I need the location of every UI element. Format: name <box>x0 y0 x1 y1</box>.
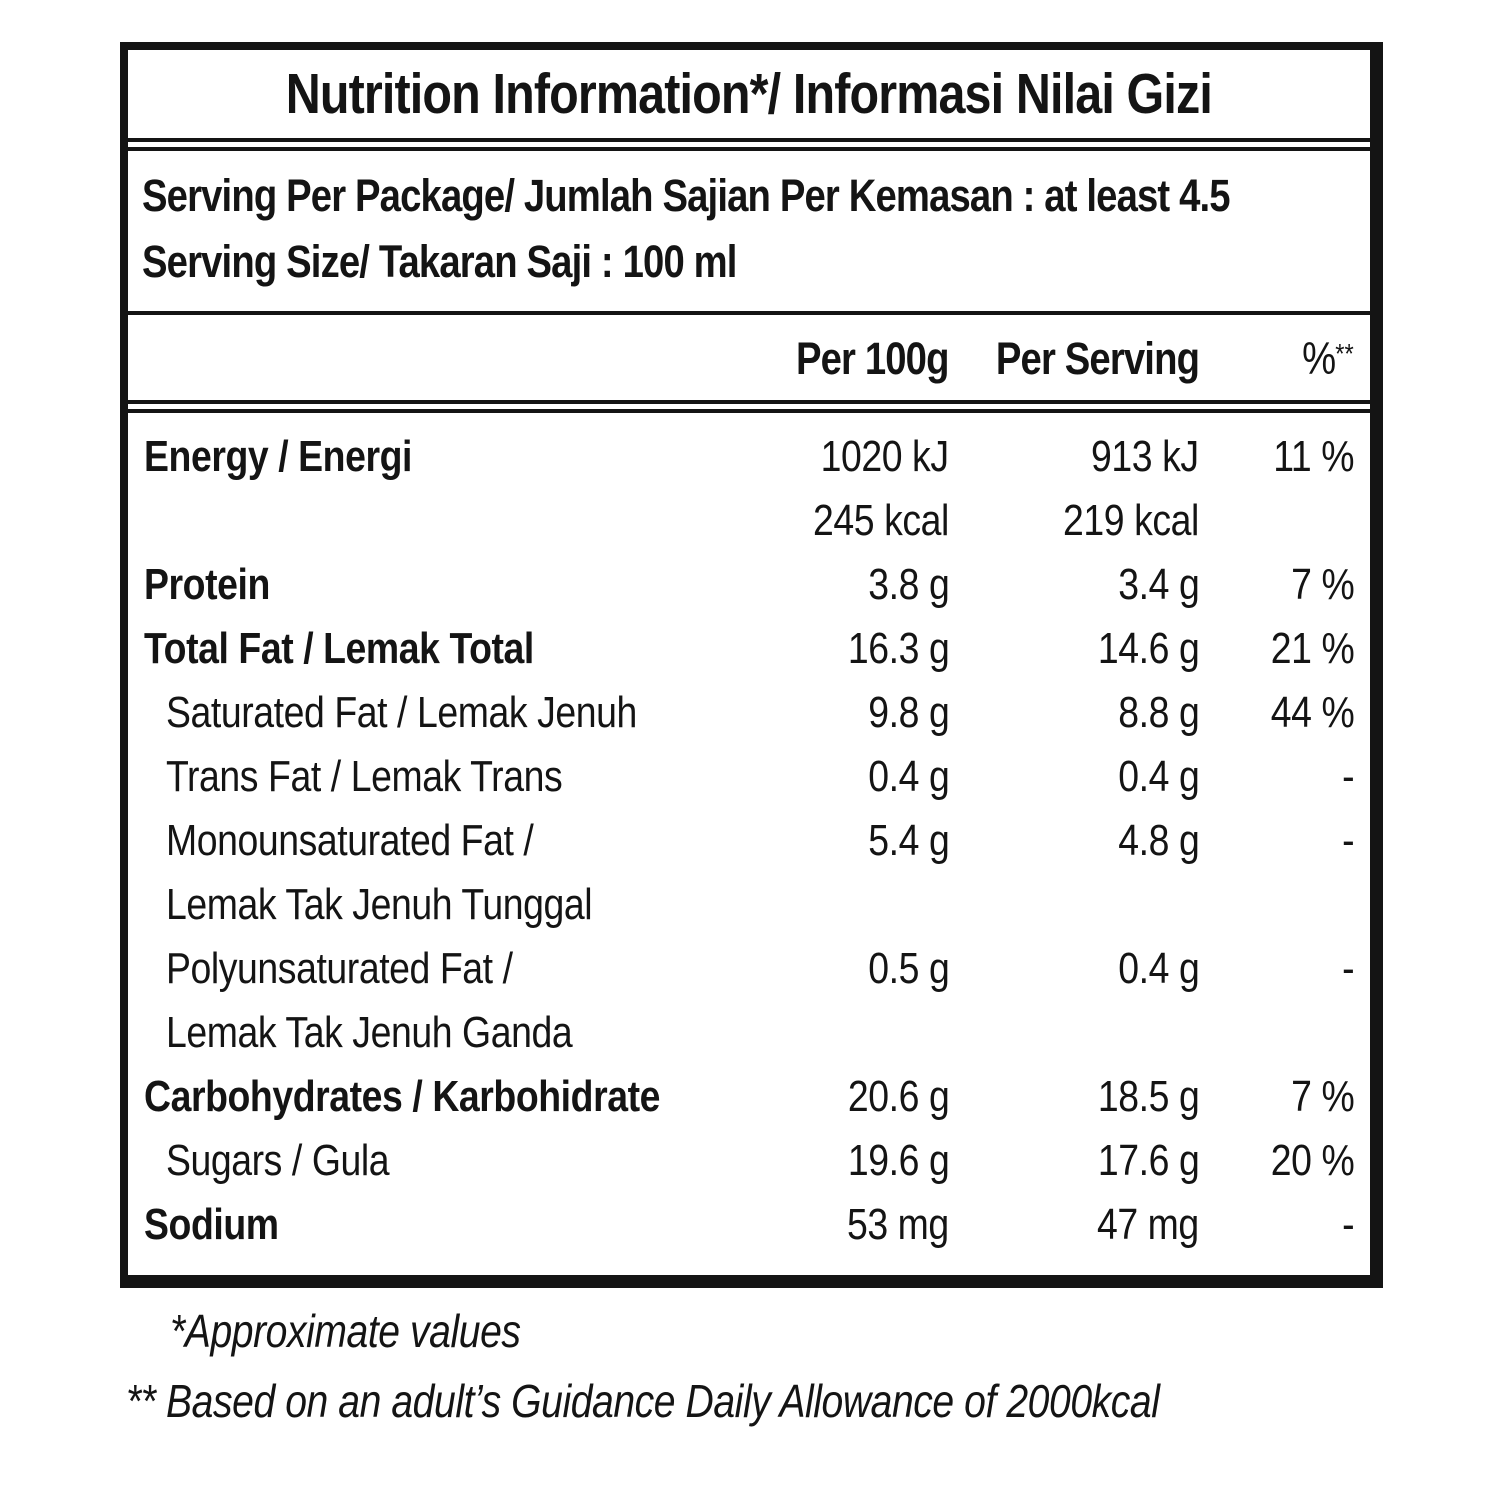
nutrient-table-body: Energy / Energi 1020 kJ 913 kJ 11 % 245 … <box>128 408 1370 1275</box>
column-header-row: Per 100g Per Serving %** <box>128 315 1370 404</box>
footnote-approximate-values: *Approximate values <box>170 1305 521 1357</box>
percent-value: 21 % <box>1270 623 1354 673</box>
per-100g-value <box>754 873 949 937</box>
table-row-saturated-fat: Saturated Fat / Lemak Jenuh 9.8 g 8.8 g … <box>144 681 1354 745</box>
nutrient-label: Lemak Tak Jenuh Tunggal <box>166 879 593 929</box>
nutrient-label: Protein <box>144 559 270 609</box>
percent-value <box>1199 489 1354 553</box>
per-100g-value <box>754 1001 949 1065</box>
nutrient-label: Trans Fat / Lemak Trans <box>166 751 563 801</box>
page-title: Nutrition Information*/ Informasi Nilai … <box>285 62 1213 126</box>
per-100g-value: 5.4 g <box>867 815 949 865</box>
table-row-sugars: Sugars / Gula 19.6 g 17.6 g 20 % <box>144 1129 1354 1193</box>
serving-size-text: Serving Size/ Takaran Saji : 100 ml <box>142 236 737 287</box>
percent-value: 7 % <box>1290 559 1355 609</box>
percent-value: - <box>1341 815 1354 865</box>
nutrient-label: Sodium <box>144 1199 279 1249</box>
table-row-monounsaturated-fat-id: Lemak Tak Jenuh Tunggal <box>144 873 1354 937</box>
percent-footnote-marker: ** <box>1335 338 1354 369</box>
percent-value: - <box>1341 1199 1354 1249</box>
serving-per-package-text: Serving Per Package/ Jumlah Sajian Per K… <box>142 170 1231 221</box>
percent-value: 20 % <box>1270 1135 1354 1185</box>
per-serving-value: 3.4 g <box>1117 559 1199 609</box>
per-serving-value: 0.4 g <box>1117 943 1199 993</box>
per-100g-value: 19.6 g <box>847 1135 950 1185</box>
serving-info-box: Serving Per Package/ Jumlah Sajian Per K… <box>128 147 1370 315</box>
table-row-trans-fat: Trans Fat / Lemak Trans 0.4 g 0.4 g - <box>144 745 1354 809</box>
column-header-per-100g: Per 100g <box>796 332 950 384</box>
per-100g-value: 0.4 g <box>867 751 949 801</box>
per-100g-value: 9.8 g <box>867 687 949 737</box>
table-row-energy-kcal: 245 kcal 219 kcal <box>144 489 1354 553</box>
nutrient-label <box>144 489 754 553</box>
nutrient-label: Energy / Energi <box>144 431 412 481</box>
per-serving-value: 18.5 g <box>1097 1071 1200 1121</box>
per-100g-value: 0.5 g <box>867 943 949 993</box>
per-100g-value: 245 kcal <box>813 495 949 545</box>
table-row-polyunsaturated-fat-id: Lemak Tak Jenuh Ganda <box>144 1001 1354 1065</box>
column-header-percent: %** <box>1302 332 1354 384</box>
per-serving-value: 913 kJ <box>1091 431 1199 481</box>
per-serving-value: 4.8 g <box>1117 815 1199 865</box>
per-serving-value: 219 kcal <box>1063 495 1199 545</box>
nutrient-label: Saturated Fat / Lemak Jenuh <box>166 687 637 737</box>
per-serving-value: 8.8 g <box>1117 687 1199 737</box>
per-100g-value: 53 mg <box>847 1199 949 1249</box>
per-100g-value: 3.8 g <box>867 559 949 609</box>
percent-value: - <box>1341 943 1354 993</box>
per-100g-value: 1020 kJ <box>820 431 949 481</box>
nutrient-label: Monounsaturated Fat / <box>166 815 534 865</box>
table-row-protein: Protein 3.8 g 3.4 g 7 % <box>144 553 1354 617</box>
per-serving-value: 14.6 g <box>1097 623 1200 673</box>
percent-value <box>1199 1001 1354 1065</box>
per-serving-value: 0.4 g <box>1117 751 1199 801</box>
per-100g-value: 20.6 g <box>847 1071 950 1121</box>
column-header-per-serving: Per Serving <box>995 332 1200 384</box>
nutrient-label: Total Fat / Lemak Total <box>144 623 534 673</box>
footnote-daily-allowance: ** Based on an adult’s Guidance Daily Al… <box>126 1375 1160 1427</box>
percent-value: 11 % <box>1273 431 1354 481</box>
nutrient-label: Carbohydrates / Karbohidrate <box>144 1071 660 1121</box>
percent-value <box>1199 873 1354 937</box>
table-row-polyunsaturated-fat: Polyunsaturated Fat / 0.5 g 0.4 g - <box>144 937 1354 1001</box>
percent-value: 7 % <box>1290 1071 1355 1121</box>
per-serving-value: 47 mg <box>1097 1199 1199 1249</box>
percent-value: 44 % <box>1270 687 1354 737</box>
nutrient-label: Polyunsaturated Fat / <box>166 943 513 993</box>
percent-value: - <box>1341 751 1354 801</box>
per-serving-value <box>949 873 1199 937</box>
table-row-monounsaturated-fat: Monounsaturated Fat / 5.4 g 4.8 g - <box>144 809 1354 873</box>
table-row-sodium: Sodium 53 mg 47 mg - <box>144 1193 1354 1257</box>
per-serving-value <box>949 1001 1199 1065</box>
table-row-energy: Energy / Energi 1020 kJ 913 kJ 11 % <box>144 425 1354 489</box>
footnotes: *Approximate values ** Based on an adult… <box>126 1296 1342 1436</box>
per-100g-value: 16.3 g <box>847 623 950 673</box>
title-box: Nutrition Information*/ Informasi Nilai … <box>128 50 1370 142</box>
nutrient-label: Sugars / Gula <box>166 1135 390 1185</box>
per-serving-value: 17.6 g <box>1097 1135 1200 1185</box>
nutrition-information-panel: Nutrition Information*/ Informasi Nilai … <box>120 42 1383 1288</box>
table-row-carbohydrates: Carbohydrates / Karbohidrate 20.6 g 18.5… <box>144 1065 1354 1129</box>
table-row-total-fat: Total Fat / Lemak Total 16.3 g 14.6 g 21… <box>144 617 1354 681</box>
nutrient-label: Lemak Tak Jenuh Ganda <box>166 1007 573 1057</box>
